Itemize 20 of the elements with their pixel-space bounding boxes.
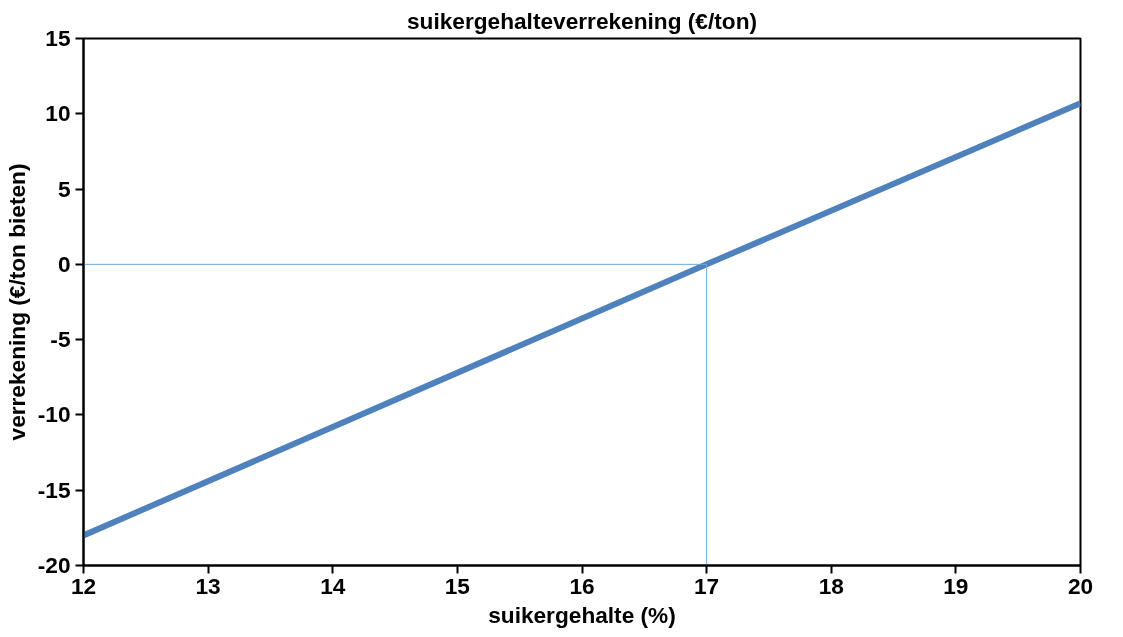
x-tick-label: 19 <box>943 572 969 599</box>
y-tick-label: 10 <box>45 100 71 127</box>
x-tick-label: 14 <box>320 572 346 599</box>
y-tick-label: -15 <box>37 476 71 503</box>
x-tick-label: 20 <box>1067 572 1094 599</box>
x-tick-label: 15 <box>444 572 470 599</box>
x-tick-label: 12 <box>70 572 97 599</box>
x-tick-label: 16 <box>569 572 595 599</box>
y-tick-label: -10 <box>37 401 71 428</box>
x-axis-title: suikergehalte (%) <box>488 601 676 628</box>
chart-title: suikergehalteverrekening (€/ton) <box>406 7 758 34</box>
x-tick-label: 18 <box>818 572 844 599</box>
x-tick-label: 17 <box>694 572 720 599</box>
y-tick-label: 5 <box>57 175 71 202</box>
y-tick-label: 0 <box>57 250 71 277</box>
y-tick-label: -20 <box>37 552 71 578</box>
x-tick-label: 13 <box>195 572 221 599</box>
y-tick-label: 15 <box>45 25 71 51</box>
y-tick-label: -5 <box>50 326 71 353</box>
y-axis-title: verrekening (€/ton bieten) <box>3 163 30 441</box>
